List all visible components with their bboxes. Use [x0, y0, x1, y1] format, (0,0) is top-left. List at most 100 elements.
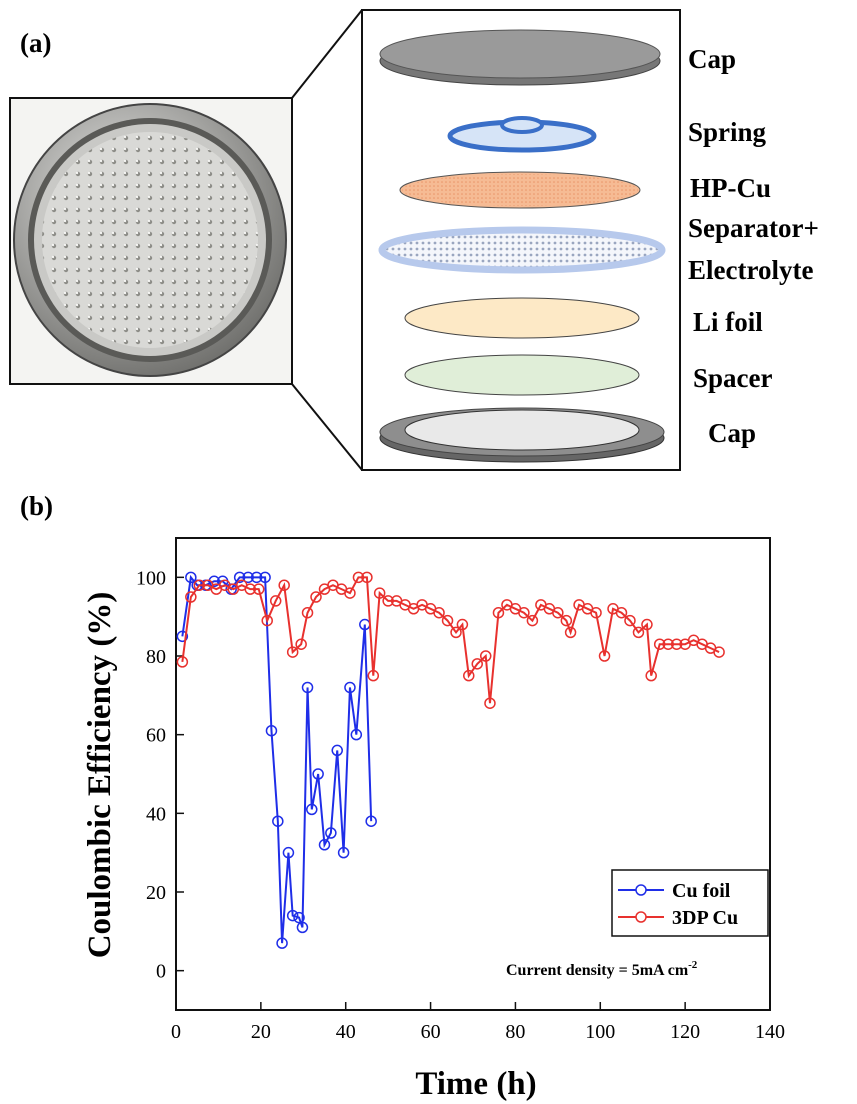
coin-cell-photo — [13, 103, 287, 377]
data-point — [484, 697, 496, 709]
series-line — [181, 576, 720, 704]
data-point — [295, 638, 307, 650]
annotation: Current density = 5mA cm-2 — [506, 959, 698, 979]
layer-label: Spring — [688, 117, 767, 147]
data-point — [312, 768, 324, 780]
data-point — [325, 827, 337, 839]
data-point — [310, 591, 322, 603]
data-point — [560, 614, 573, 627]
data-point — [645, 669, 657, 682]
x-tick-label: 40 — [336, 1021, 356, 1043]
legend-box — [611, 869, 769, 937]
data-point — [293, 911, 305, 924]
data-point — [492, 606, 505, 619]
data-point — [261, 614, 273, 627]
x-tick-label: 20 — [251, 1021, 271, 1043]
y-tick-label: 100 — [136, 567, 166, 589]
panel-label: (b) — [20, 491, 53, 521]
data-point — [233, 571, 246, 584]
data-point — [598, 650, 611, 662]
data-point — [361, 571, 373, 584]
data-point — [632, 626, 645, 639]
data-point — [265, 724, 278, 737]
layer-li-foil — [404, 297, 640, 339]
y-axis-label: Coulombic Efficiency (%) — [82, 592, 118, 959]
data-point — [296, 921, 309, 934]
x-tick-label: 0 — [171, 1021, 181, 1043]
layer-label: Li foil — [693, 307, 763, 337]
data-point — [282, 846, 295, 859]
data-point — [286, 909, 299, 922]
data-point — [456, 618, 469, 631]
zoom-line — [291, 9, 363, 99]
data-point — [450, 626, 462, 639]
layer-label: Separator+ — [688, 213, 819, 243]
data-point — [463, 669, 475, 682]
data-point — [367, 669, 380, 682]
data-point — [552, 606, 564, 619]
y-tick-label: 20 — [146, 882, 166, 904]
layer-spacer — [404, 354, 640, 396]
zoom-line — [291, 383, 363, 471]
layer-label: HP-Cu — [690, 173, 771, 203]
annotation-sup: -2 — [688, 959, 698, 971]
y-tick-label: 80 — [146, 646, 166, 668]
data-point — [242, 571, 254, 584]
layer-separator — [378, 226, 666, 274]
data-point — [526, 614, 539, 627]
x-tick-label: 140 — [755, 1021, 785, 1043]
data-point — [301, 681, 314, 694]
data-point — [185, 591, 197, 603]
x-tick-label: 120 — [670, 1021, 700, 1043]
data-point — [276, 937, 288, 949]
layer-hp-cu-texture — [402, 174, 638, 206]
layer-spring — [447, 116, 597, 153]
data-point — [653, 638, 666, 650]
layer-cap — [379, 29, 661, 86]
legend-marker — [635, 884, 647, 896]
data-point — [301, 606, 314, 619]
data-point — [272, 815, 284, 827]
data-point — [479, 650, 492, 662]
data-point — [331, 744, 343, 757]
y-tick-label: 0 — [156, 961, 166, 983]
data-point — [344, 681, 356, 694]
data-point — [441, 614, 454, 627]
data-point — [244, 583, 256, 595]
data-point — [382, 595, 394, 607]
data-point — [670, 638, 683, 650]
layer-label: Cap — [708, 418, 756, 448]
annotation-text: Current density = 5mA cm — [506, 962, 689, 979]
data-point — [352, 571, 365, 584]
data-point — [624, 614, 636, 627]
data-point — [337, 846, 350, 859]
data-point — [318, 839, 331, 851]
layer-label: Electrolyte — [688, 255, 813, 285]
data-point — [269, 595, 282, 607]
y-tick-label: 40 — [146, 803, 166, 825]
x-tick-label: 100 — [585, 1021, 615, 1043]
data-point — [278, 579, 290, 591]
x-tick-label: 80 — [505, 1021, 525, 1043]
data-point — [176, 656, 189, 668]
data-point — [518, 606, 530, 619]
legend-marker — [635, 911, 647, 923]
layer-label: Spacer — [693, 363, 773, 393]
data-point — [365, 815, 377, 827]
plot-frame — [175, 537, 771, 1011]
series-line — [181, 574, 373, 944]
layer-cap-bottom — [379, 407, 665, 463]
x-axis-label: Time (h) — [415, 1066, 536, 1102]
data-point — [564, 626, 577, 639]
data-point — [250, 571, 263, 584]
layer-label: Cap — [688, 44, 736, 74]
data-point — [590, 606, 602, 619]
panel-label: (a) — [20, 28, 51, 58]
data-point — [286, 646, 299, 658]
data-point — [344, 587, 356, 599]
legend-label: Cu foil — [672, 880, 731, 902]
x-tick-label: 60 — [421, 1021, 441, 1043]
data-point — [713, 646, 725, 658]
data-point — [433, 606, 445, 619]
